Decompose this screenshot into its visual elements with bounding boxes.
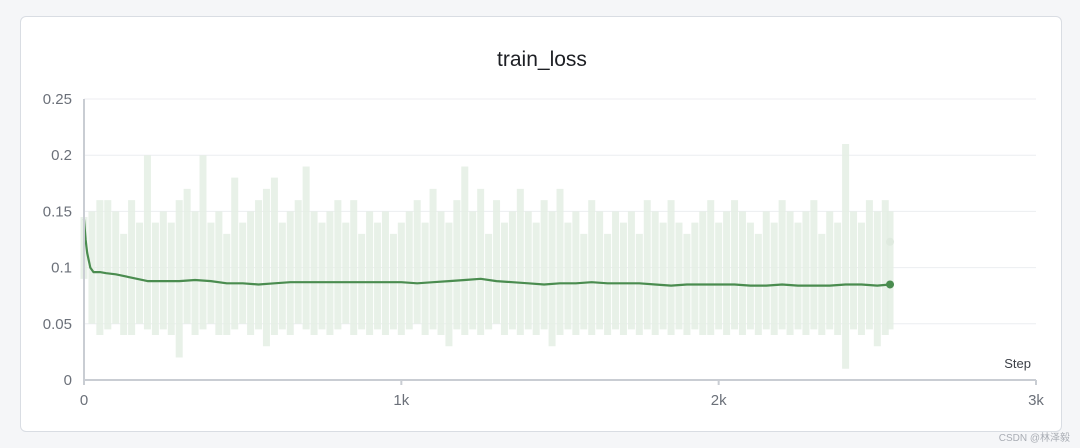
y-tick-label: 0 bbox=[64, 372, 72, 389]
raw-end-point bbox=[886, 237, 895, 246]
x-tick-label: 1k bbox=[393, 392, 409, 409]
smoothed-line bbox=[82, 218, 892, 287]
y-tick-label: 0.05 bbox=[43, 316, 72, 333]
smoothed-end-point bbox=[886, 280, 895, 289]
y-tick-label: 0.2 bbox=[51, 147, 72, 164]
x-tick-labels: 0 1k 2k 3k bbox=[80, 392, 1045, 409]
raw-series bbox=[80, 143, 895, 369]
x-tick-label: 0 bbox=[80, 392, 88, 409]
chart-title: train_loss bbox=[497, 48, 587, 71]
watermark-text: CSDN @林泽毅 bbox=[998, 433, 1070, 444]
x-tick-label: 2k bbox=[711, 392, 727, 409]
x-axis-label: Step bbox=[1004, 356, 1031, 371]
chart-svg: train_loss 0 0.05 0.1 0.15 0.2 0.25 0 1k 2k 3k S… bbox=[43, 48, 1045, 409]
axes bbox=[83, 99, 1037, 385]
y-tick-labels: 0 0.05 0.1 0.15 0.2 0.25 bbox=[43, 91, 72, 389]
x-tick-label: 3k bbox=[1028, 392, 1044, 409]
y-tick-label: 0.25 bbox=[43, 91, 72, 108]
chart-card: train_loss 0 0.05 0.1 0.15 0.2 0.25 0 1k 2k 3k S… bbox=[20, 16, 1062, 432]
y-tick-label: 0.1 bbox=[51, 260, 72, 277]
y-tick-label: 0.15 bbox=[43, 203, 72, 220]
smoothed-series bbox=[82, 218, 895, 289]
